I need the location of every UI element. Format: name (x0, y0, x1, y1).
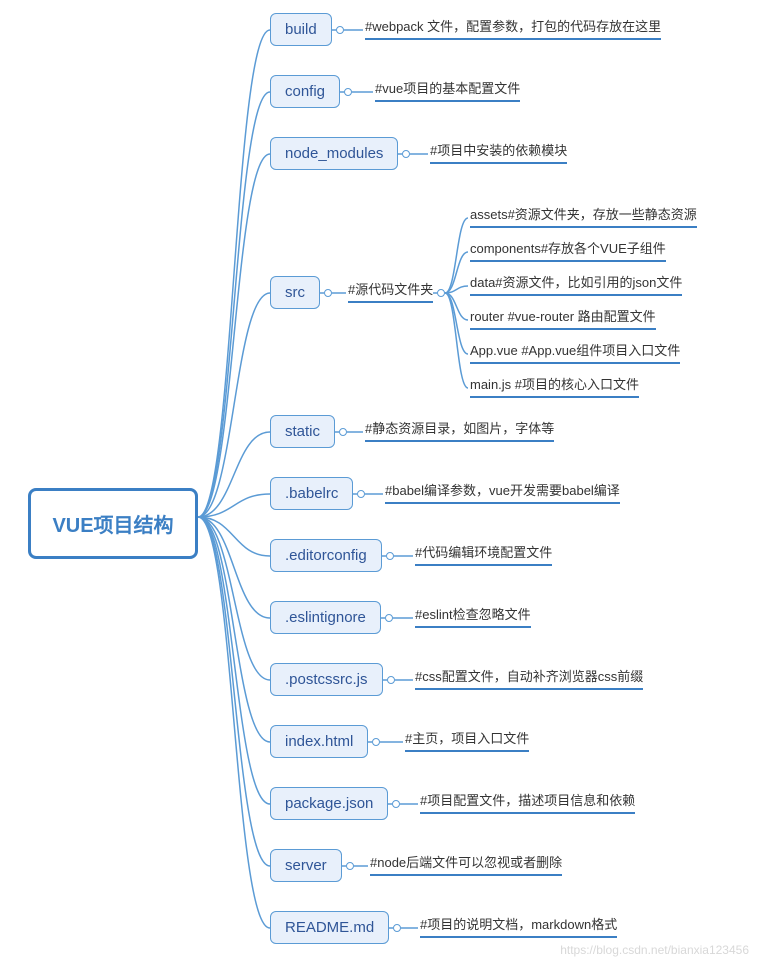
tree-node: package.json (270, 787, 388, 820)
tree-node: src (270, 276, 320, 309)
tree-node: README.md (270, 911, 389, 944)
expand-dot (385, 614, 393, 622)
expand-dot (393, 924, 401, 932)
tree-node: .eslintignore (270, 601, 381, 634)
sub-description: assets#资源文件夹，存放一些静态资源 (470, 204, 697, 228)
tree-node: index.html (270, 725, 368, 758)
root-node: VUE项目结构 (28, 488, 198, 559)
expand-dot (357, 490, 365, 498)
tree-node: .babelrc (270, 477, 353, 510)
tree-node: node_modules (270, 137, 398, 170)
tree-node: .postcssrc.js (270, 663, 383, 696)
tree-node: .editorconfig (270, 539, 382, 572)
expand-dot (387, 676, 395, 684)
node-description: #源代码文件夹 (348, 279, 433, 303)
expand-dot (392, 800, 400, 808)
sub-description: router #vue-router 路由配置文件 (470, 306, 656, 330)
node-description: #项目中安装的依赖模块 (430, 140, 567, 164)
node-description: #css配置文件，自动补齐浏览器css前缀 (415, 666, 643, 690)
tree-node: static (270, 415, 335, 448)
node-description: #代码编辑环境配置文件 (415, 542, 552, 566)
expand-dot (437, 289, 445, 297)
sub-description: components#存放各个VUE子组件 (470, 238, 666, 262)
expand-dot (386, 552, 394, 560)
tree-node: build (270, 13, 332, 46)
expand-dot (339, 428, 347, 436)
expand-dot (344, 88, 352, 96)
expand-dot (372, 738, 380, 746)
expand-dot (336, 26, 344, 34)
sub-description: main.js #项目的核心入口文件 (470, 374, 639, 398)
expand-dot (402, 150, 410, 158)
node-description: #主页，项目入口文件 (405, 728, 529, 752)
expand-dot (324, 289, 332, 297)
node-description: #eslint检查忽略文件 (415, 604, 531, 628)
expand-dot (346, 862, 354, 870)
sub-description: data#资源文件，比如引用的json文件 (470, 272, 682, 296)
tree-node: server (270, 849, 342, 882)
node-description: #静态资源目录，如图片，字体等 (365, 418, 554, 442)
watermark: https://blog.csdn.net/bianxia123456 (560, 943, 749, 957)
tree-node: config (270, 75, 340, 108)
node-description: #vue项目的基本配置文件 (375, 78, 520, 102)
node-description: #项目配置文件，描述项目信息和依赖 (420, 790, 635, 814)
node-description: #项目的说明文档，markdown格式 (420, 914, 617, 938)
node-description: #node后端文件可以忽视或者删除 (370, 852, 562, 876)
node-description: #babel编译参数，vue开发需要babel编译 (385, 480, 620, 504)
sub-description: App.vue #App.vue组件项目入口文件 (470, 340, 680, 364)
node-description: #webpack 文件，配置参数，打包的代码存放在这里 (365, 16, 661, 40)
